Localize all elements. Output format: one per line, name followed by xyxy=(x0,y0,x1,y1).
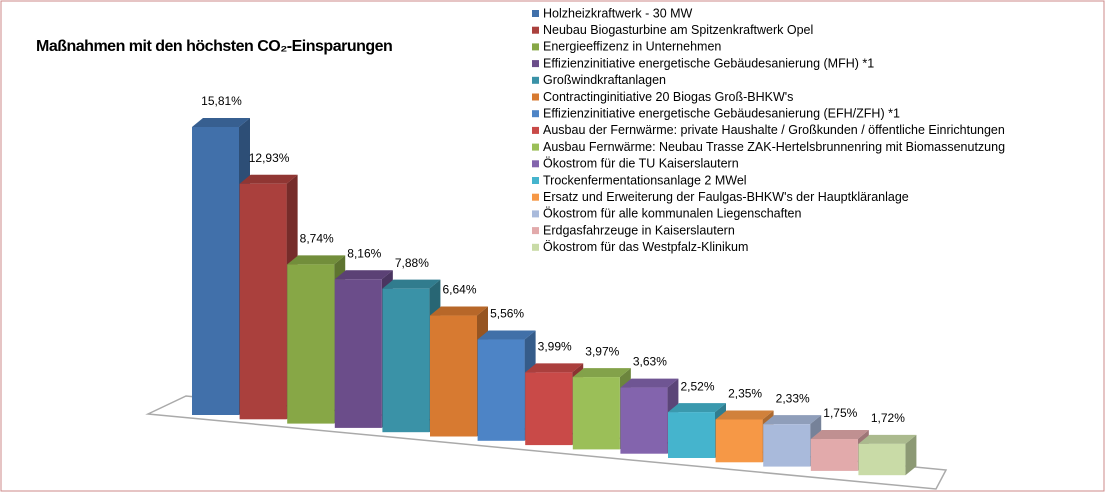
legend-label: Ausbau der Fernwärme: private Haushalte … xyxy=(543,123,1005,137)
legend-swatch xyxy=(532,110,539,118)
bar-side xyxy=(905,434,917,476)
bar-top xyxy=(810,430,869,440)
legend-swatch xyxy=(532,143,539,151)
bar xyxy=(382,288,430,433)
value-label: 7,88% xyxy=(395,256,429,270)
bar-top-shade xyxy=(382,279,441,289)
bar-top xyxy=(572,368,631,378)
legend-label: Holzheizkraftwerk - 30 MW xyxy=(543,6,693,20)
bar-top-shade xyxy=(572,368,631,378)
legend-swatch xyxy=(532,160,539,168)
legend-swatch xyxy=(532,43,539,51)
bar-side-shade xyxy=(905,434,917,476)
bar-top xyxy=(239,174,298,184)
legend-swatch xyxy=(532,243,539,251)
bar-top-shade xyxy=(239,174,298,184)
legend-label: Energieeffizenz in Unternehmen xyxy=(543,40,721,54)
legend-label: Erdgasfahrzeuge in Kaiserslautern xyxy=(543,223,735,237)
legend-label: Ersatz und Erweiterung der Faulgas-BHKW'… xyxy=(543,190,909,204)
value-label: 15,81% xyxy=(201,94,242,108)
legend-label: Ökostrom für die TU Kaiserslautern xyxy=(543,157,739,171)
value-label: 12,93% xyxy=(249,151,290,165)
legend-label: Neubau Biogasturbine am Spitzenkraftwerk… xyxy=(543,23,813,37)
value-label: 6,64% xyxy=(442,283,476,297)
value-label: 3,99% xyxy=(538,340,572,354)
legend-label: Großwindkraftanlagen xyxy=(543,73,666,87)
bar-top xyxy=(525,363,584,373)
value-label: 1,75% xyxy=(823,406,857,420)
legend-label: Trockenfermentationsanlage 2 MWel xyxy=(543,173,747,187)
legend-label: Ökostrom für das Westpfalz-Klinikum xyxy=(543,240,748,254)
bar-top-shade xyxy=(334,270,393,280)
legend-swatch xyxy=(532,10,539,17)
bar-top xyxy=(287,255,346,265)
chart-title: Maßnahmen mit den höchsten CO₂-Einsparun… xyxy=(36,38,392,55)
bar-top xyxy=(763,415,822,425)
legend-swatch xyxy=(532,177,539,184)
bar-top xyxy=(430,306,488,316)
bar-top xyxy=(334,270,393,280)
value-label: 2,35% xyxy=(728,387,762,401)
bar-top-shade xyxy=(620,378,679,388)
legend-swatch xyxy=(532,210,539,218)
bar-top-shade xyxy=(287,255,346,265)
bar xyxy=(334,279,382,428)
bar xyxy=(287,264,335,424)
bar xyxy=(858,443,906,476)
value-label: 8,16% xyxy=(347,246,381,260)
bar-top-shade xyxy=(763,415,822,425)
bar-top-shade xyxy=(858,434,917,444)
bar-top xyxy=(192,118,250,127)
bar xyxy=(477,339,525,441)
legend-swatch xyxy=(532,193,539,201)
legend-swatch xyxy=(532,93,539,101)
legend-label: Effizienzinitiative energetische Gebäude… xyxy=(543,106,900,120)
legend-swatch xyxy=(532,126,539,134)
legend-label: Effizienzinitiative energetische Gebäude… xyxy=(543,56,874,70)
bar-top xyxy=(477,330,536,340)
bar xyxy=(239,183,287,420)
bar xyxy=(525,372,573,446)
value-label: 1,72% xyxy=(871,411,905,425)
bar xyxy=(810,439,858,471)
legend-swatch xyxy=(532,60,539,68)
legend-label: Contractinginitiative 20 Biogas Groß-BHK… xyxy=(543,90,793,104)
bar xyxy=(715,419,763,463)
legend-swatch xyxy=(532,26,539,34)
value-label: 3,63% xyxy=(633,355,667,369)
bar xyxy=(430,315,477,437)
bar-top-shade xyxy=(477,330,536,340)
legend-label: Ausbau Fernwärme: Neubau Trasse ZAK-Hert… xyxy=(543,140,1005,154)
legend-swatch xyxy=(532,227,539,235)
bar-top xyxy=(620,378,679,388)
bar-top-shade xyxy=(810,430,869,440)
value-label: 5,56% xyxy=(490,307,524,321)
bar-top-shade xyxy=(525,363,584,373)
bar-top xyxy=(858,434,917,444)
bar xyxy=(572,377,620,450)
bar-top-shade xyxy=(192,118,250,127)
value-label: 2,52% xyxy=(680,379,714,393)
bar-top xyxy=(715,410,774,420)
bar-top xyxy=(382,279,441,289)
value-label: 8,74% xyxy=(300,232,334,246)
bar-top xyxy=(668,403,726,413)
bar xyxy=(763,424,811,467)
value-label: 3,97% xyxy=(585,344,619,358)
bar-top-shade xyxy=(430,306,488,316)
bar xyxy=(620,387,668,454)
bar-top-shade xyxy=(668,403,726,413)
legend-swatch xyxy=(532,76,539,84)
bar xyxy=(192,127,239,415)
value-label: 2,33% xyxy=(776,391,810,405)
bar-top-shade xyxy=(715,410,774,420)
bar xyxy=(668,412,715,458)
legend-label: Ökostrom für alle kommunalen Liegenschaf… xyxy=(543,207,802,221)
